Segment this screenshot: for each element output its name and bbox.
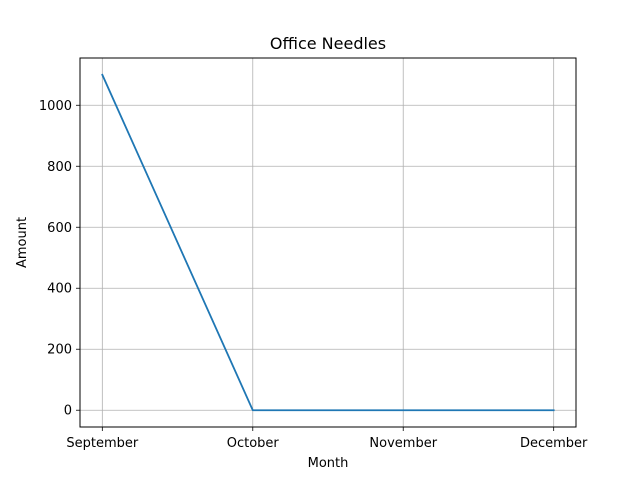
y-tick-label: 600 bbox=[47, 221, 72, 236]
y-tick-label: 800 bbox=[47, 160, 72, 175]
series-layer bbox=[101, 73, 555, 412]
y-tick-label: 400 bbox=[47, 282, 72, 297]
y-tick-label: 1000 bbox=[39, 99, 72, 114]
x-tick-label: December bbox=[520, 436, 588, 451]
x-axis-label: Month bbox=[308, 456, 349, 471]
x-tick-label: October bbox=[227, 436, 280, 451]
plot-frame bbox=[79, 57, 577, 428]
x-tick-label: September bbox=[66, 436, 139, 451]
y-tick-label: 0 bbox=[64, 404, 72, 419]
ticks: September October November December 0 200 400 6… bbox=[39, 99, 588, 451]
y-tick-label: 200 bbox=[47, 343, 72, 358]
x-tick-label: November bbox=[369, 436, 437, 451]
series-line bbox=[101, 73, 555, 412]
chart-title: Office Needles bbox=[270, 34, 386, 53]
y-axis-label: Amount bbox=[15, 217, 30, 268]
